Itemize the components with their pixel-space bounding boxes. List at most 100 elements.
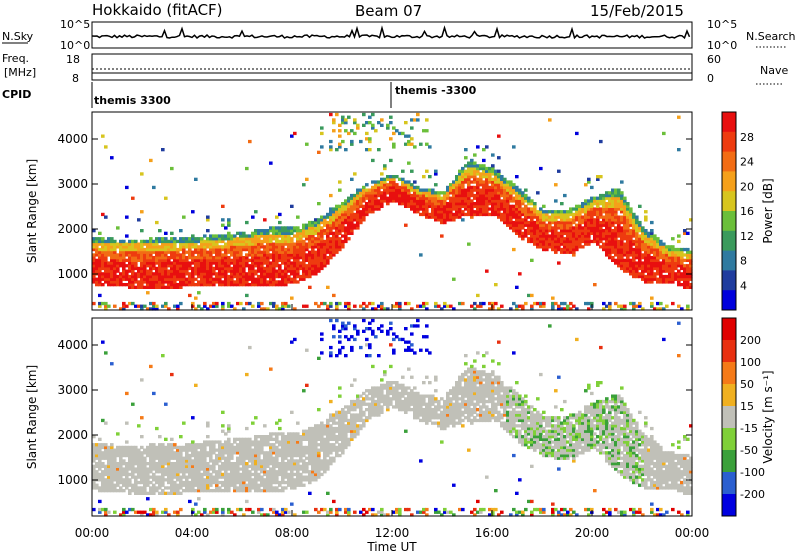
power-cell [542, 302, 546, 305]
power-cell [497, 170, 501, 173]
velocity-cell [161, 354, 165, 357]
power-cell [347, 302, 351, 305]
nsky-label: N.Sky [2, 30, 34, 43]
power-cell [464, 148, 468, 151]
power-cell [290, 205, 294, 208]
power-ylabel: Slant Range [km] [25, 159, 39, 263]
power-cell [422, 175, 426, 178]
velocity-cell [107, 511, 111, 514]
power-cell [599, 175, 603, 178]
power-cell [344, 148, 348, 151]
power-cell [287, 305, 291, 308]
power-cell [245, 294, 249, 297]
power-cell [320, 132, 324, 135]
velocity-cell [191, 416, 195, 419]
power-cell [401, 170, 405, 173]
power-cell [320, 145, 324, 148]
power-cell [518, 272, 522, 275]
power-ytick-label: 1000 [57, 267, 88, 281]
power-cell [413, 180, 417, 183]
power-cell [338, 180, 342, 183]
power-cell [377, 148, 381, 151]
power-cell [485, 270, 489, 273]
power-cell [464, 156, 468, 159]
power-colorbar-swatch [722, 171, 736, 191]
power-cell [563, 194, 567, 197]
velocity-cell [245, 373, 249, 376]
power-cell [389, 137, 393, 140]
power-cell [587, 178, 591, 181]
power-cell [371, 302, 375, 305]
power-colorbar-swatch [722, 112, 736, 132]
power-cell [260, 302, 264, 305]
power-cell [164, 232, 168, 235]
power-cell [353, 172, 357, 175]
power-cell [140, 172, 144, 175]
power-cell [296, 216, 300, 219]
power-cell [608, 302, 612, 305]
power-cell [536, 191, 540, 194]
power-cell [512, 248, 516, 251]
power-cell [425, 170, 429, 173]
power-cell [116, 226, 120, 229]
velocity-cell [206, 422, 210, 425]
velocity-cell [155, 427, 159, 430]
power-ytick-label: 4000 [57, 132, 88, 146]
velocity-cell [206, 435, 210, 438]
power-cell [524, 189, 528, 192]
nave-tick-top: 60 [707, 53, 721, 66]
power-cell [110, 156, 114, 159]
power-cell [263, 218, 267, 221]
power-cell [635, 216, 639, 219]
power-cell [497, 135, 501, 138]
power-cell [551, 297, 555, 300]
power-heatmap [92, 113, 693, 311]
power-cell [497, 156, 501, 159]
velocity-cell [245, 500, 249, 503]
power-cell [380, 172, 384, 175]
power-cell [251, 305, 255, 308]
power-colorbar-label: Power [dB] [761, 178, 775, 243]
power-cell [419, 143, 423, 146]
nsky-tick-bottom-right: 10^0 [707, 39, 737, 52]
velocity-cell [113, 511, 117, 514]
power-cell [125, 234, 129, 237]
power-cell [278, 221, 282, 224]
velocity-cell [140, 416, 144, 419]
power-cell [425, 129, 429, 132]
power-cell [650, 221, 654, 224]
velocity-cell [203, 508, 207, 511]
power-cell [671, 237, 675, 240]
power-cell [305, 143, 309, 146]
power-cell [524, 302, 528, 305]
velocity-cell [221, 424, 225, 427]
power-cell [425, 118, 429, 121]
power-cell [623, 197, 627, 200]
power-cell [305, 305, 309, 308]
velocity-cell [278, 427, 282, 430]
power-cell [380, 124, 384, 127]
velocity-cell [116, 432, 120, 435]
velocity-cell [110, 443, 114, 446]
power-cell [650, 302, 654, 305]
power-cell [533, 202, 537, 205]
power-cell [677, 116, 681, 119]
power-colorbar-tick: 4 [740, 279, 747, 292]
power-cell [620, 191, 624, 194]
power-cell [410, 170, 414, 173]
power-cell [428, 145, 432, 148]
power-cell [398, 302, 402, 305]
power-cell [413, 145, 417, 148]
power-cell [164, 197, 168, 200]
velocity-cell [155, 511, 159, 514]
velocity-cell [179, 435, 183, 438]
power-cell [539, 167, 543, 170]
power-cell [644, 210, 648, 213]
power-cell [491, 153, 495, 156]
power-cell [365, 183, 369, 186]
power-cell [410, 137, 414, 140]
